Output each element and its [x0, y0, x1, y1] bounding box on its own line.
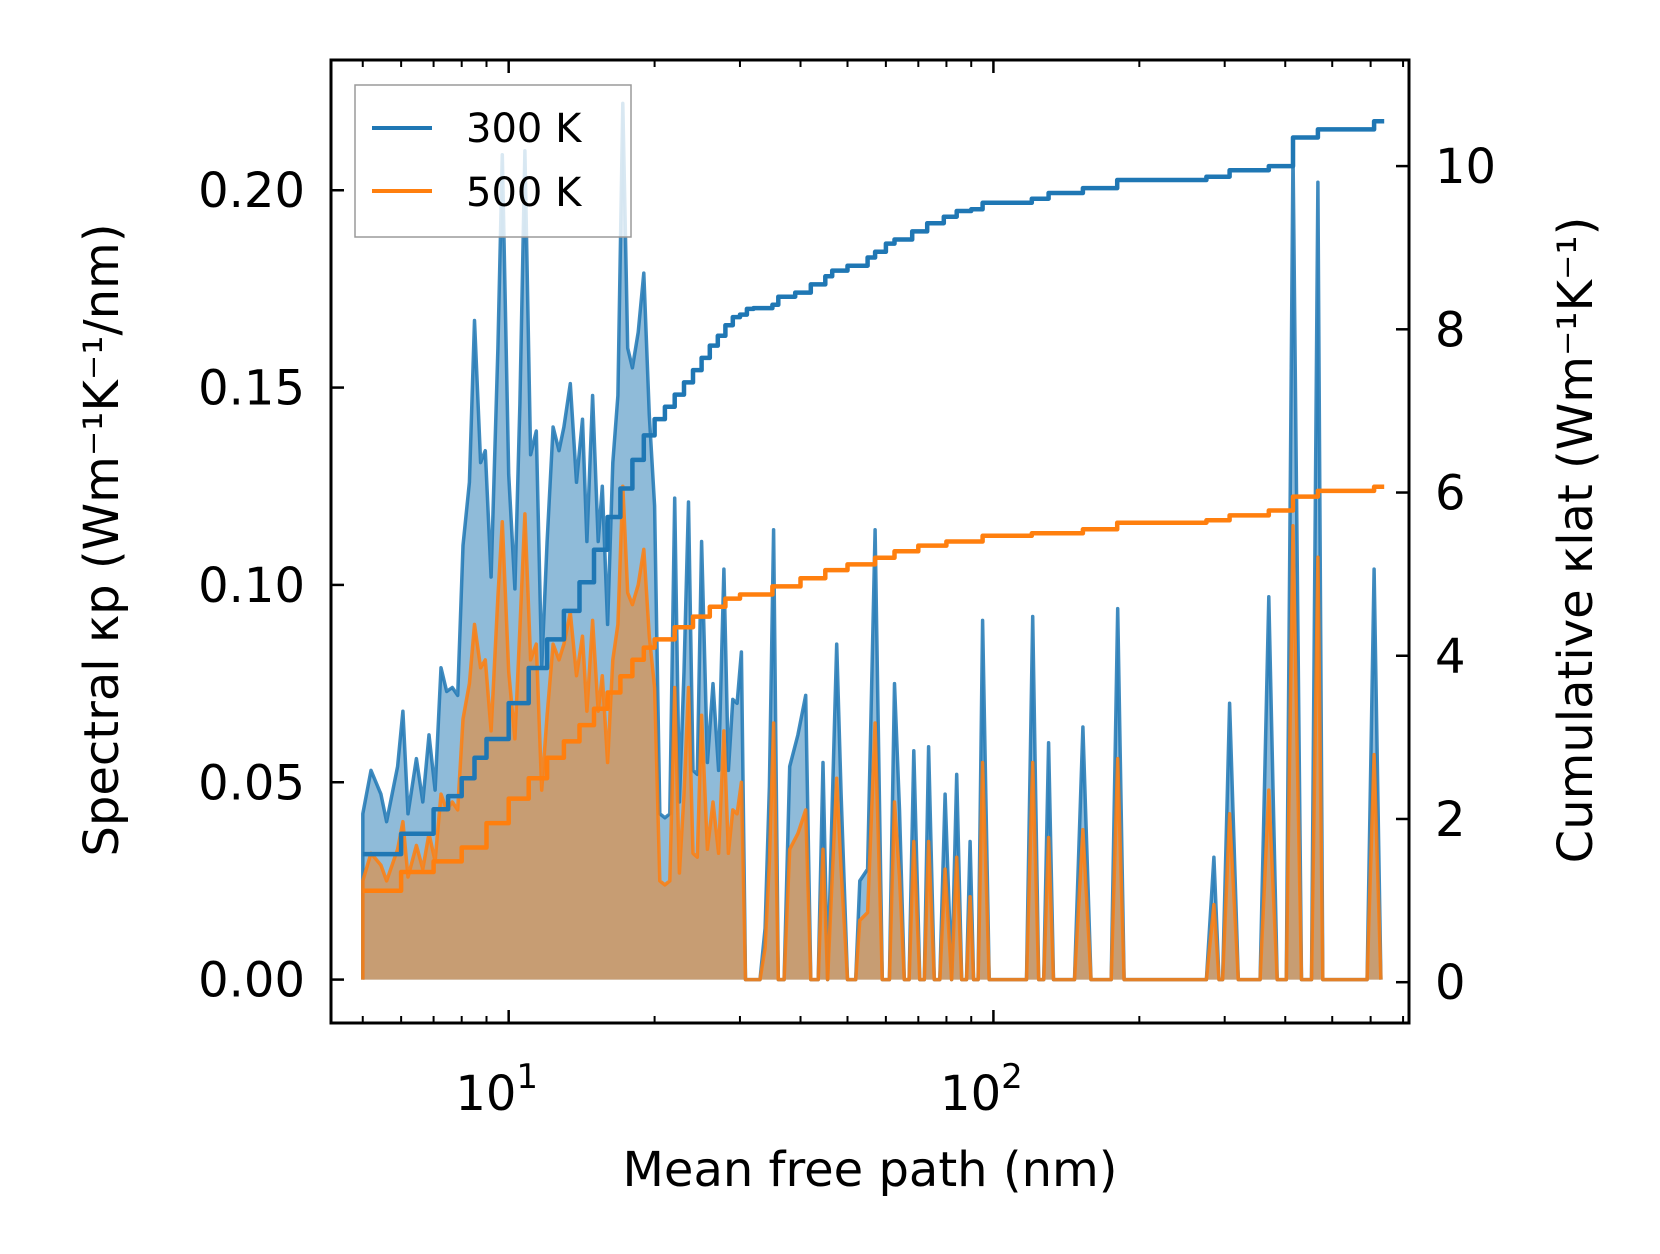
legend-label-300k: 300 K [466, 106, 583, 152]
y-right-tick-label: 8 [1435, 302, 1466, 358]
legend: 300 K 500 K [354, 84, 632, 238]
x-tick-label: 102 [940, 1057, 1023, 1122]
y-left-tick-label: 0.20 [198, 163, 305, 219]
y-left-tick-label: 0.10 [198, 558, 305, 614]
cumulative-line-500k [362, 484, 1385, 894]
y-right-tick-label: 6 [1435, 466, 1466, 522]
y-right-tick-label: 10 [1435, 139, 1496, 195]
legend-box [354, 84, 632, 238]
y-left-tick-label: 0.00 [198, 953, 305, 1009]
axis-ticks: 101 102 0.00 0.05 0.10 0.15 0.20 0 2 4 6 8 10 [198, 60, 1496, 1122]
x-axis-title: Mean free path (nm) [623, 1142, 1118, 1198]
cumulative-line-300k [362, 118, 1385, 857]
spectral-line-500k [361, 484, 1383, 982]
legend-label-500k: 500 K [466, 170, 583, 216]
plot-marks [361, 101, 1385, 982]
y-left-tick-label: 0.05 [198, 755, 305, 811]
y-left-axis-title: Spectral κp (Wm⁻¹K⁻¹/nm) [74, 223, 130, 856]
y-right-axis-title: Cumulative κlat (Wm⁻¹K⁻¹) [1548, 217, 1604, 864]
y-right-tick-label: 4 [1435, 629, 1466, 685]
plot-frame [329, 58, 1411, 1025]
y-right-tick-label: 0 [1435, 955, 1466, 1011]
y-right-tick-label: 2 [1435, 792, 1466, 848]
x-tick-label: 101 [455, 1057, 538, 1122]
y-left-tick-label: 0.15 [198, 361, 305, 417]
spectral-area-500k [362, 486, 1381, 980]
